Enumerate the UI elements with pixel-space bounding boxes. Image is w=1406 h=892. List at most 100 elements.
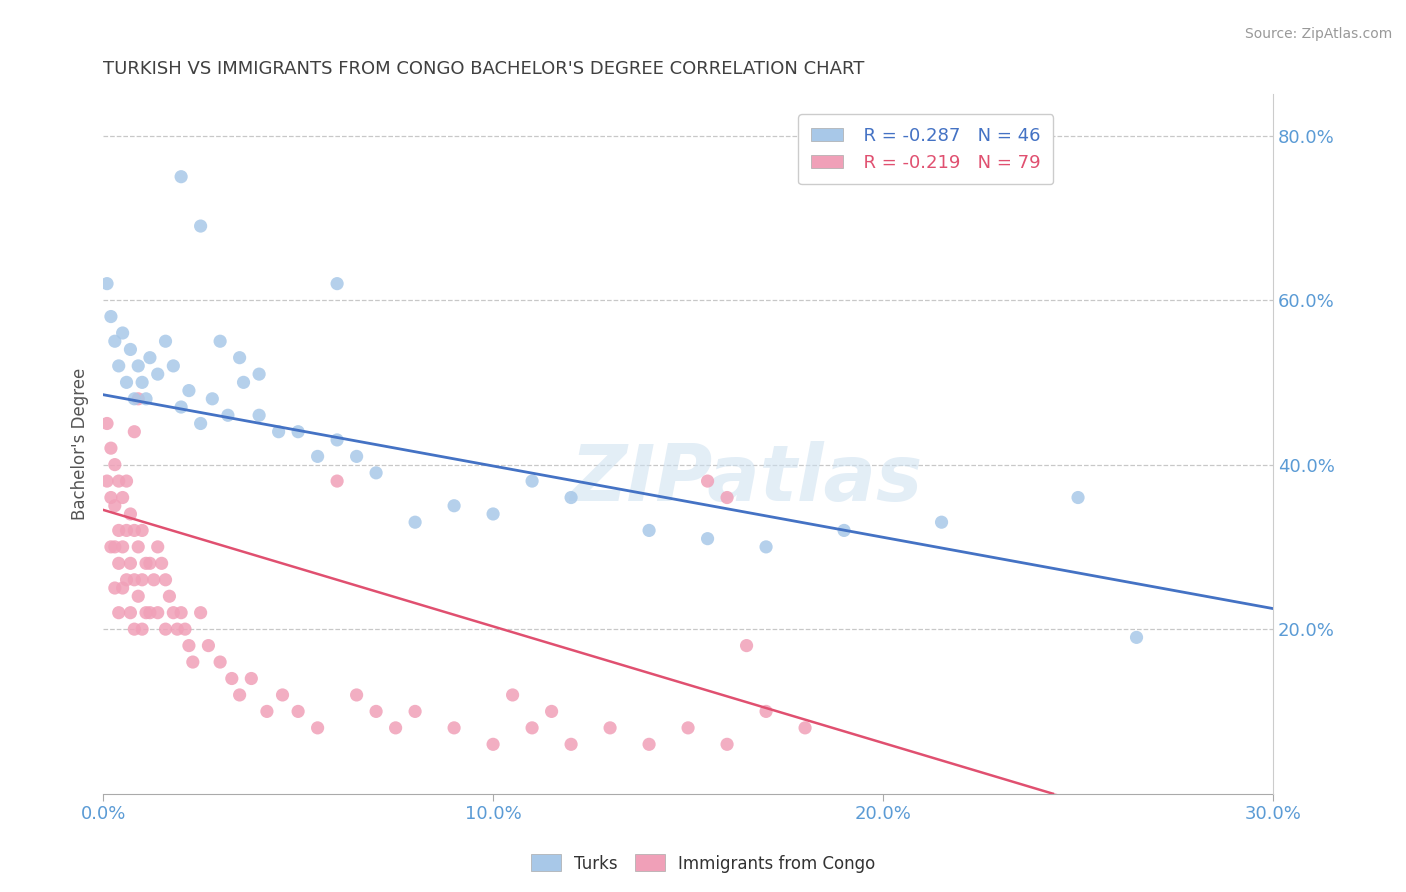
Point — [127, 359, 149, 373]
Point — [209, 334, 232, 349]
Point — [1067, 491, 1090, 505]
Point — [326, 277, 349, 291]
Point — [107, 557, 129, 571]
Point — [150, 557, 173, 571]
Point — [240, 672, 263, 686]
Y-axis label: Bachelor's Degree: Bachelor's Degree — [72, 368, 89, 520]
Point — [755, 540, 778, 554]
Point — [104, 334, 127, 349]
Point — [520, 474, 543, 488]
Point — [170, 400, 193, 414]
Point — [139, 557, 162, 571]
Point — [794, 721, 817, 735]
Point — [560, 491, 582, 505]
Point — [104, 458, 127, 472]
Point — [170, 169, 193, 184]
Point — [135, 392, 157, 406]
Point — [162, 359, 184, 373]
Point — [696, 532, 718, 546]
Text: Source: ZipAtlas.com: Source: ZipAtlas.com — [1244, 27, 1392, 41]
Point — [443, 721, 465, 735]
Point — [111, 581, 134, 595]
Point — [157, 589, 180, 603]
Point — [716, 491, 738, 505]
Point — [247, 409, 270, 423]
Point — [197, 639, 219, 653]
Point — [404, 705, 426, 719]
Point — [124, 425, 146, 439]
Point — [716, 737, 738, 751]
Point — [155, 573, 177, 587]
Point — [364, 466, 387, 480]
Point — [326, 474, 349, 488]
Point — [482, 507, 505, 521]
Point — [404, 515, 426, 529]
Point — [696, 474, 718, 488]
Point — [326, 433, 349, 447]
Point — [190, 219, 212, 233]
Point — [146, 540, 169, 554]
Point — [166, 622, 188, 636]
Point — [127, 589, 149, 603]
Point — [131, 622, 153, 636]
Point — [107, 606, 129, 620]
Point — [735, 639, 758, 653]
Point — [127, 540, 149, 554]
Legend: Turks, Immigrants from Congo: Turks, Immigrants from Congo — [524, 847, 882, 880]
Point — [104, 540, 127, 554]
Text: TURKISH VS IMMIGRANTS FROM CONGO BACHELOR'S DEGREE CORRELATION CHART: TURKISH VS IMMIGRANTS FROM CONGO BACHELO… — [103, 60, 865, 78]
Point — [599, 721, 621, 735]
Point — [482, 737, 505, 751]
Point — [107, 524, 129, 538]
Point — [931, 515, 953, 529]
Point — [307, 450, 329, 464]
Point — [139, 351, 162, 365]
Point — [100, 310, 122, 324]
Point — [135, 606, 157, 620]
Point — [190, 417, 212, 431]
Point — [228, 351, 250, 365]
Point — [100, 441, 122, 455]
Point — [221, 672, 243, 686]
Point — [217, 409, 239, 423]
Point — [107, 359, 129, 373]
Point — [146, 606, 169, 620]
Point — [228, 688, 250, 702]
Point — [638, 524, 661, 538]
Point — [111, 491, 134, 505]
Point — [142, 573, 165, 587]
Point — [107, 474, 129, 488]
Point — [181, 655, 204, 669]
Point — [247, 367, 270, 381]
Point — [162, 606, 184, 620]
Point — [638, 737, 661, 751]
Point — [502, 688, 524, 702]
Point — [115, 573, 138, 587]
Point — [131, 376, 153, 390]
Point — [190, 606, 212, 620]
Point — [256, 705, 278, 719]
Point — [755, 705, 778, 719]
Point — [170, 606, 193, 620]
Point — [346, 688, 368, 702]
Point — [111, 540, 134, 554]
Point — [520, 721, 543, 735]
Point — [560, 737, 582, 751]
Point — [384, 721, 406, 735]
Point — [287, 425, 309, 439]
Point — [307, 721, 329, 735]
Point — [100, 491, 122, 505]
Point — [115, 524, 138, 538]
Point — [287, 705, 309, 719]
Point — [127, 392, 149, 406]
Point — [676, 721, 699, 735]
Point — [104, 499, 127, 513]
Point — [115, 474, 138, 488]
Point — [124, 573, 146, 587]
Point — [540, 705, 562, 719]
Point — [232, 376, 254, 390]
Point — [120, 606, 142, 620]
Point — [201, 392, 224, 406]
Point — [120, 557, 142, 571]
Point — [832, 524, 855, 538]
